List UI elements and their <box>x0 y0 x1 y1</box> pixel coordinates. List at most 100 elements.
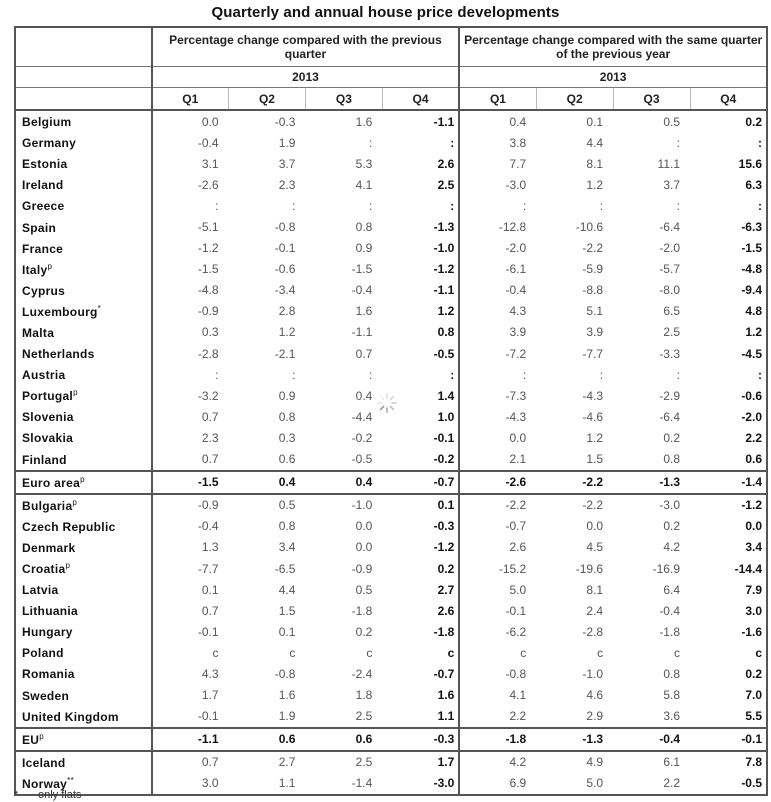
value-cell: -2.6 <box>459 470 537 495</box>
value-cell: -1.4 <box>305 772 383 797</box>
value-cell: -12.8 <box>498 220 527 235</box>
value-cell: -0.8 <box>274 220 296 235</box>
country-label: Ireland <box>22 178 64 193</box>
value-cell: -4.8 <box>690 258 768 280</box>
country-name: Cyprus <box>14 279 153 301</box>
value-cell: 0.7 <box>201 409 219 424</box>
header-q3: Q3 <box>305 87 383 111</box>
value-cell: 1.1 <box>228 772 306 797</box>
value-cell: -0.9 <box>197 498 219 513</box>
value-cell: -0.1 <box>505 603 527 618</box>
value-cell: 0.2 <box>663 430 680 445</box>
country-name: Czech Republic <box>14 515 153 537</box>
country-label: Belgium <box>22 115 72 130</box>
value-cell: 2.5 <box>663 325 680 340</box>
value-cell: 4.3 <box>201 666 219 681</box>
value-cell: 0.8 <box>663 666 680 681</box>
table-row: United Kingdom -0.1 1.9 2.5 1.1 2.2 2.9 3.6 5.5 <box>14 705 768 729</box>
value-cell: 0.8 <box>382 321 461 344</box>
value-cell: -1.1 <box>382 110 461 133</box>
value-cell: 7.8 <box>690 750 768 773</box>
value-cell: -0.3 <box>382 515 461 537</box>
value-cell: 0.0 <box>586 519 604 534</box>
value-cell: -0.9 <box>197 304 219 319</box>
value-cell: -19.6 <box>575 561 604 576</box>
value-cell: -2.9 <box>659 388 680 403</box>
value-cell: -3.0 <box>659 498 680 513</box>
table-row: Bulgariap -0.9 0.5 -1.0 0.1 -2.2 -2.2 -3.0 -1.2 <box>14 493 768 516</box>
value-cell: 0.8 <box>613 448 690 472</box>
country-footnote-mark: p <box>80 474 85 484</box>
value-cell: 7.0 <box>690 684 768 706</box>
value-cell: : <box>292 198 296 213</box>
value-cell: 2.3 <box>201 430 219 445</box>
value-cell: 1.9 <box>228 705 306 729</box>
country-label: Cyprus <box>22 283 66 298</box>
value-cell: 7.7 <box>509 156 527 171</box>
table-title: Quarterly and annual house price develop… <box>211 4 560 21</box>
value-cell: : <box>382 364 461 386</box>
value-cell: -1.8 <box>351 603 373 618</box>
country-name: Romania <box>14 663 153 685</box>
value-cell: : <box>522 367 527 382</box>
country-name: Norway** <box>14 772 153 797</box>
value-cell: 3.4 <box>278 540 296 555</box>
country-name: Latvia <box>14 579 153 601</box>
country-name: Spain <box>14 216 153 238</box>
value-cell: 2.9 <box>536 705 614 729</box>
country-footnote-mark: p <box>47 261 53 271</box>
country-label: Slovenia <box>22 410 74 425</box>
value-cell: 4.2 <box>509 755 527 770</box>
table-row: Greece:::::::: <box>14 195 768 217</box>
value-cell: -1.1 <box>351 325 373 340</box>
value-cell: -6.5 <box>274 561 296 576</box>
value-cell: 2.5 <box>382 174 461 196</box>
country-label: Germany <box>22 136 77 151</box>
country-label: Slovakia <box>22 431 74 446</box>
country-label: Poland <box>22 646 64 661</box>
table-row: Austria:::::::: <box>14 364 768 386</box>
value-cell: 5.5 <box>690 705 768 729</box>
value-cell: 2.5 <box>305 705 383 729</box>
table-row: Lithuania 0.7 1.5 -1.8 2.6 -0.1 2.4 -0.4 3.0 <box>14 600 768 622</box>
country-label: Estonia <box>22 157 68 172</box>
country-label: Iceland <box>22 755 66 770</box>
value-cell: 4.5 <box>586 540 604 555</box>
value-cell: 2.2 <box>690 427 768 449</box>
value-cell: 0.1 <box>201 582 219 597</box>
country-name: Slovakia <box>14 427 153 449</box>
value-cell: 4.4 <box>278 582 296 597</box>
value-cell: 3.6 <box>613 705 690 729</box>
value-cell: -2.2 <box>582 498 604 513</box>
value-cell: c <box>597 645 604 660</box>
table-row: Latvia 0.1 4.4 0.5 2.7 5.0 8.1 6.4 7.9 <box>14 579 768 601</box>
value-cell: -1.3 <box>536 727 614 752</box>
country-name: Lithuania <box>14 600 153 622</box>
value-cell: -0.5 <box>305 448 383 472</box>
value-cell: 1.6 <box>355 114 373 129</box>
country-name: Germany <box>14 132 153 154</box>
value-cell: -15.2 <box>498 561 527 576</box>
country-name: Netherlands <box>14 343 153 365</box>
value-cell: -0.4 <box>197 135 219 150</box>
country-footnote-mark: p <box>73 388 78 398</box>
country-name: Ireland <box>14 174 153 196</box>
value-cell: -3.2 <box>197 388 219 403</box>
value-cell: -6.2 <box>505 624 527 639</box>
value-cell: 0.5 <box>355 582 373 597</box>
value-cell: 1.2 <box>278 325 296 340</box>
value-cell: : <box>690 132 768 154</box>
value-cell: -0.4 <box>505 283 527 298</box>
table-body: Belgium 0.0 -0.3 1.6 -1.1 0.4 0.1 0.5 0.2 Germany… <box>14 110 768 797</box>
value-cell: -16.9 <box>652 561 680 576</box>
value-cell: 6.1 <box>663 755 680 770</box>
value-cell: -1.2 <box>690 493 768 516</box>
value-cell: 1.7 <box>382 750 461 773</box>
value-cell: -0.4 <box>197 519 219 534</box>
header-q1: Q1 <box>151 87 230 111</box>
value-cell: 0.7 <box>201 603 219 618</box>
value-cell: 1.2 <box>586 177 604 192</box>
value-cell: 0.8 <box>278 519 296 534</box>
value-cell: 2.6 <box>382 153 461 175</box>
table-row: Czech Republic -0.4 0.8 0.0 -0.3 -0.7 0.0 0.2 0.… <box>14 515 768 537</box>
